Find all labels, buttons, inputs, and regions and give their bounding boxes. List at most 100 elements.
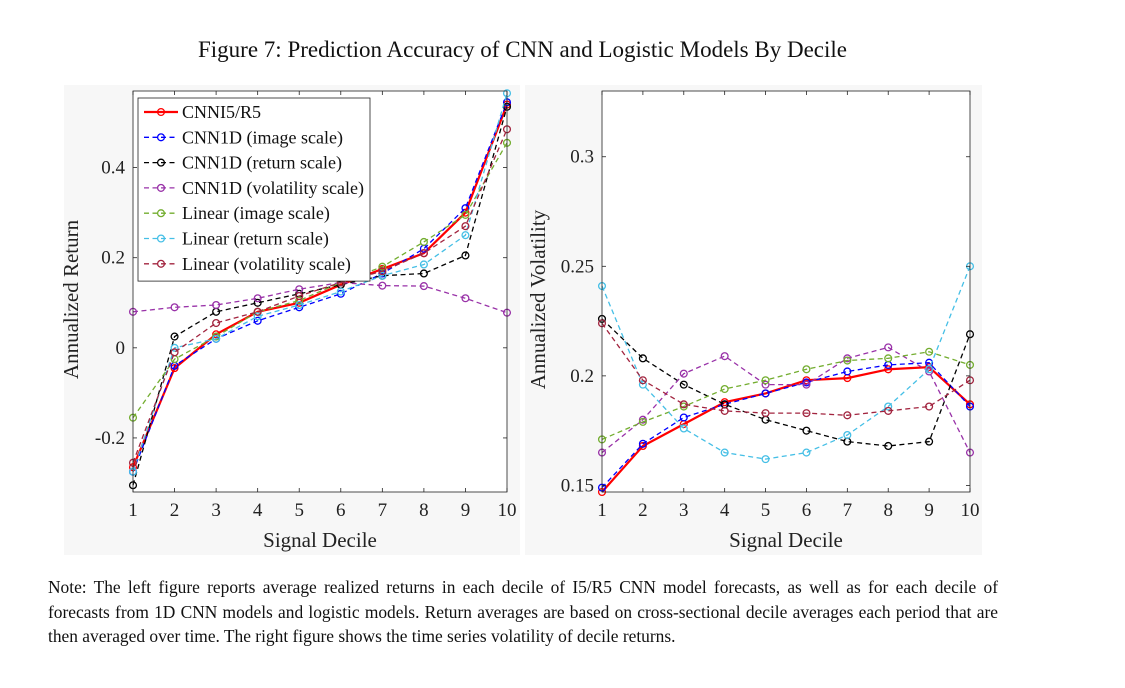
data-point <box>761 455 770 464</box>
x-tick-label: 7 <box>378 500 388 521</box>
figure-title: Figure 7: Prediction Accuracy of CNN and… <box>198 37 847 62</box>
data-point <box>378 281 387 290</box>
data-point <box>378 262 387 271</box>
data-point <box>212 300 221 310</box>
data-point <box>170 332 179 341</box>
x-tick-label: 2 <box>170 500 180 521</box>
series-line-linear-volatility-scale <box>601 322 971 416</box>
data-point <box>802 380 811 389</box>
legend-entry: Linear (image scale) <box>182 203 330 224</box>
x-tick-label: 7 <box>843 500 853 521</box>
data-point <box>761 409 770 418</box>
legend-swatch-marker <box>156 107 166 117</box>
series-line-linear-return-scale <box>601 266 971 460</box>
data-point <box>679 400 688 409</box>
x-axis-label: Signal Decile <box>729 528 843 552</box>
data-point <box>720 352 729 361</box>
x-tick-label: 10 <box>961 500 980 521</box>
left-chart-return: 1 2 3 4 5 6 7 8 9 10 -0.2 0 0.2 0.4 Signal Decile Annua… <box>59 89 517 552</box>
series-line-cnn1d-image-scale <box>132 102 508 472</box>
data-point <box>843 367 852 376</box>
data-point <box>253 298 262 307</box>
data-point <box>212 334 221 343</box>
data-point <box>170 364 179 373</box>
data-point <box>461 294 470 303</box>
x-tick-label: 2 <box>638 500 648 521</box>
x-axis-label: Signal Decile <box>263 528 377 552</box>
x-tick-label: 5 <box>294 500 304 521</box>
data-point <box>802 365 811 374</box>
axes-box <box>601 90 971 493</box>
y-tick-label: 0.2 <box>570 366 594 387</box>
data-point <box>843 356 852 365</box>
x-tick-label: 8 <box>419 500 429 521</box>
y-tick-label: 0.3 <box>570 147 594 168</box>
data-point <box>638 417 647 426</box>
data-point <box>884 402 893 411</box>
legend-swatch-marker <box>156 133 166 142</box>
x-tick-label: 3 <box>679 500 689 521</box>
data-point <box>802 409 811 418</box>
x-tick-label: 9 <box>461 500 471 521</box>
data-point <box>461 222 470 231</box>
x-tick-label: 6 <box>802 500 812 521</box>
y-tick-label: 0.15 <box>561 475 594 496</box>
data-point <box>884 441 893 451</box>
series-line-linear-image-scale <box>132 142 508 419</box>
legend-box <box>137 97 371 282</box>
plot-area <box>602 91 970 492</box>
data-point <box>679 380 688 389</box>
x-tick-label: 1 <box>597 500 607 521</box>
legend-swatch-marker <box>156 209 166 218</box>
data-point <box>925 437 934 446</box>
legend-entry: CNN1D (image scale) <box>182 127 343 148</box>
axes-box <box>132 90 508 493</box>
data-point <box>419 282 428 291</box>
data-point <box>419 249 428 258</box>
y-tick-label: -0.2 <box>95 428 125 449</box>
series-line-cnni5-r5 <box>601 365 971 493</box>
data-point <box>295 291 304 301</box>
legend-swatch-marker <box>156 234 166 243</box>
data-point <box>720 448 729 457</box>
y-tick-label: 0 <box>116 338 126 359</box>
series-line-cnn1d-return-scale <box>132 106 508 486</box>
data-point <box>925 365 934 374</box>
data-point <box>461 208 470 217</box>
x-tick-label: 3 <box>211 500 221 521</box>
data-point <box>761 380 770 389</box>
data-point <box>295 296 304 305</box>
data-point <box>720 406 729 415</box>
series-line-linear-image-scale <box>601 351 971 440</box>
data-point <box>419 237 428 246</box>
y-axis-label: Annualized Return <box>59 219 83 379</box>
legend-entry: CNNI5/R5 <box>182 102 261 122</box>
legend-entry: Linear (volatility scale) <box>182 254 351 275</box>
data-point <box>843 430 852 440</box>
data-point <box>761 376 770 385</box>
legend-entry: CNN1D (return scale) <box>182 153 342 174</box>
legend-swatch-marker <box>156 158 166 167</box>
data-point <box>802 426 811 435</box>
y-axis-label: Annualized Volatility <box>526 209 550 389</box>
data-point <box>638 354 647 363</box>
x-tick-label: 5 <box>761 500 771 521</box>
data-point <box>419 269 428 278</box>
x-tick-label: 9 <box>924 500 934 521</box>
data-point <box>253 312 262 321</box>
data-point <box>679 369 688 378</box>
data-point <box>679 424 688 433</box>
legend-entry: Linear (return scale) <box>182 229 329 250</box>
data-point <box>638 439 647 448</box>
x-tick-label: 4 <box>253 500 263 521</box>
data-point <box>679 413 688 422</box>
data-point <box>170 343 179 352</box>
y-tick-label: 0.25 <box>561 256 594 277</box>
data-point <box>253 307 262 316</box>
data-point <box>761 389 770 398</box>
data-point <box>419 260 428 269</box>
right-chart-volatility: 1 2 3 4 5 6 7 8 9 10 0.15 0.2 0.25 0.3 Signal Decile An… <box>526 90 980 552</box>
data-point <box>720 384 729 394</box>
data-point <box>295 300 304 310</box>
